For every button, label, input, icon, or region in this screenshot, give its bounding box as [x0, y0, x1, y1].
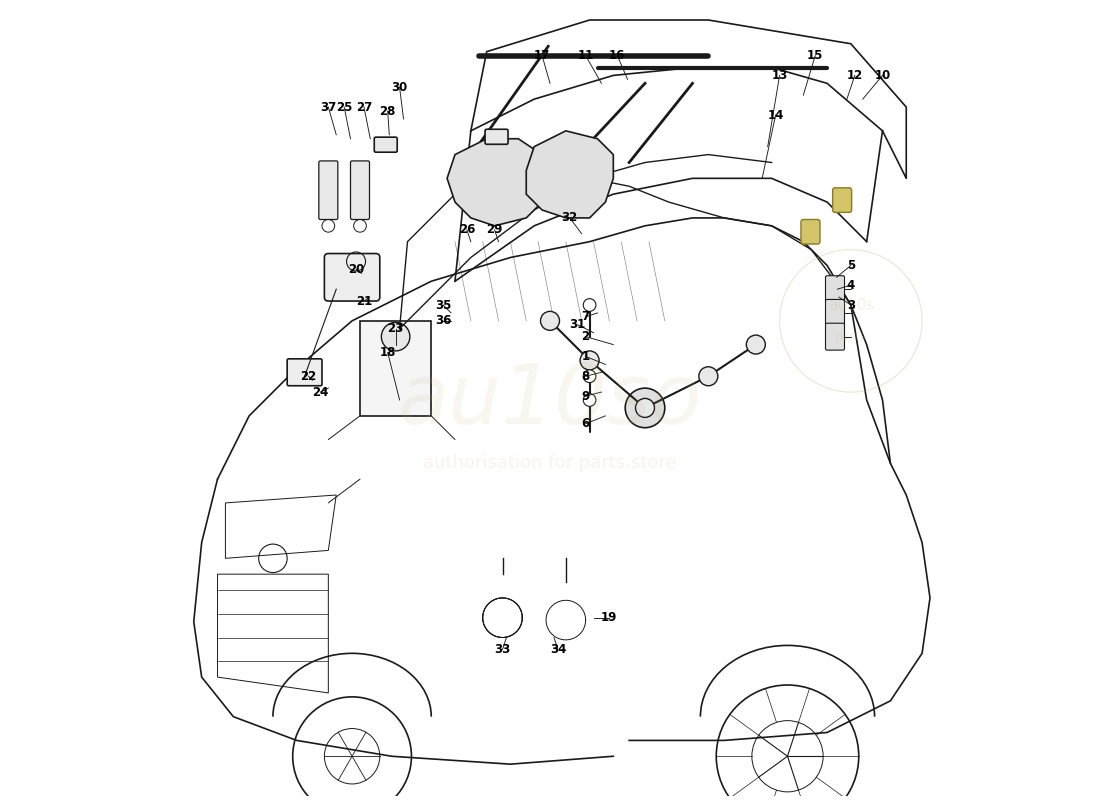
Text: parts: parts: [835, 330, 867, 343]
FancyBboxPatch shape: [287, 359, 322, 386]
Text: authorisation for parts.store: authorisation for parts.store: [424, 454, 676, 472]
Circle shape: [583, 298, 596, 311]
Text: 4: 4: [847, 278, 855, 292]
Circle shape: [583, 370, 596, 382]
Text: 2: 2: [582, 330, 590, 343]
Circle shape: [636, 398, 654, 418]
Text: 29: 29: [486, 223, 503, 236]
Text: 9: 9: [582, 390, 590, 402]
Text: 23: 23: [387, 322, 404, 335]
FancyBboxPatch shape: [833, 188, 851, 212]
Text: 16: 16: [609, 49, 626, 62]
Polygon shape: [447, 138, 550, 226]
Circle shape: [698, 366, 718, 386]
Circle shape: [580, 351, 600, 370]
Text: 36: 36: [434, 314, 451, 327]
Text: 5: 5: [847, 259, 855, 272]
Text: 35: 35: [434, 298, 451, 311]
Text: 12: 12: [847, 69, 862, 82]
Text: 25: 25: [336, 101, 352, 114]
Text: 7: 7: [582, 310, 590, 323]
FancyBboxPatch shape: [825, 323, 845, 350]
Text: 20: 20: [348, 263, 364, 276]
FancyBboxPatch shape: [360, 321, 431, 416]
Text: 32: 32: [562, 211, 578, 225]
FancyBboxPatch shape: [351, 161, 370, 219]
FancyBboxPatch shape: [324, 254, 380, 301]
Text: 18: 18: [379, 346, 396, 359]
Text: 14: 14: [768, 109, 784, 122]
Polygon shape: [526, 131, 614, 218]
Text: 3: 3: [847, 298, 855, 311]
Text: 31: 31: [570, 318, 586, 331]
Text: 19: 19: [602, 611, 617, 624]
Text: 27: 27: [355, 101, 372, 114]
Circle shape: [625, 388, 664, 428]
Text: 22: 22: [300, 370, 317, 382]
Text: 13: 13: [771, 69, 788, 82]
Text: 8: 8: [582, 370, 590, 382]
Text: 26: 26: [459, 223, 475, 236]
FancyBboxPatch shape: [825, 299, 845, 326]
Circle shape: [382, 322, 410, 351]
Text: 34: 34: [550, 643, 566, 656]
Text: au10s: au10s: [827, 298, 875, 313]
FancyBboxPatch shape: [485, 130, 508, 144]
Text: 11: 11: [578, 49, 594, 62]
Text: 30: 30: [392, 81, 408, 94]
Text: 28: 28: [379, 105, 396, 118]
FancyBboxPatch shape: [319, 161, 338, 219]
Text: 1: 1: [582, 350, 590, 363]
Circle shape: [540, 311, 560, 330]
Text: 24: 24: [312, 386, 329, 398]
FancyBboxPatch shape: [801, 219, 820, 244]
Text: 37: 37: [320, 101, 337, 114]
Text: 21: 21: [355, 294, 372, 307]
FancyBboxPatch shape: [825, 276, 845, 302]
Text: 6: 6: [582, 418, 590, 430]
Circle shape: [583, 394, 596, 406]
Circle shape: [746, 335, 766, 354]
FancyBboxPatch shape: [374, 137, 397, 152]
Text: 17: 17: [534, 49, 550, 62]
Text: 15: 15: [807, 49, 824, 62]
Text: 10: 10: [874, 69, 891, 82]
Text: 33: 33: [494, 643, 510, 656]
Text: au10so: au10so: [398, 359, 702, 441]
